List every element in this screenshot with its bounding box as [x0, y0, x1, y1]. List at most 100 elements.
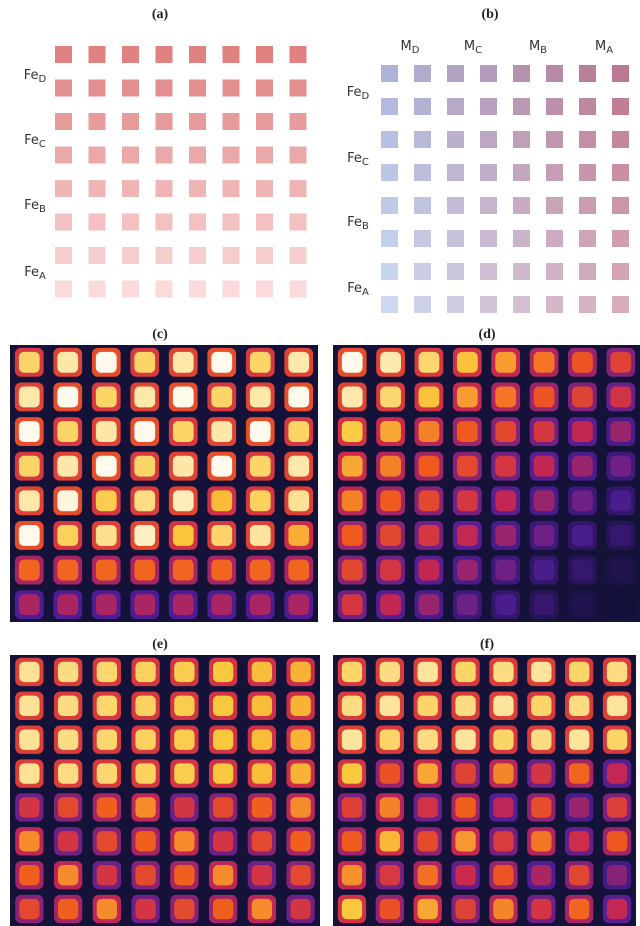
heatmap-spot — [342, 560, 363, 581]
row-label: FeB — [347, 215, 369, 233]
panel-label: (a) — [152, 7, 169, 22]
heatmap-spot — [380, 899, 400, 919]
heatmap-spot — [569, 730, 589, 750]
heatmap-spot — [290, 662, 310, 682]
cell — [414, 131, 431, 148]
cell — [381, 230, 398, 247]
cell — [290, 113, 307, 130]
cell — [156, 147, 173, 164]
heatmap-spot — [134, 560, 155, 581]
heatmap-spot — [288, 525, 309, 546]
heatmap-spot — [213, 899, 233, 919]
heatmap-spot — [213, 865, 233, 885]
heatmap-spot — [342, 865, 362, 885]
heatmap-spot — [531, 662, 551, 682]
cell — [189, 46, 206, 63]
cell — [256, 180, 273, 197]
cell — [122, 80, 139, 97]
heatmap-spot — [252, 865, 272, 885]
heatmap-spot — [342, 797, 362, 817]
heatmap-spot — [288, 352, 309, 373]
heatmap-spot — [19, 696, 39, 716]
cell — [55, 180, 72, 197]
heatmap-spot — [534, 456, 555, 477]
heatmap-spot — [211, 560, 232, 581]
heatmap-spot — [135, 865, 155, 885]
heatmap-spot — [418, 696, 438, 716]
heatmap-spot — [534, 525, 555, 546]
heatmap-spot — [531, 797, 551, 817]
cell — [546, 296, 563, 313]
heatmap-spot — [19, 525, 40, 546]
heatmap-spot — [418, 865, 438, 885]
cell — [480, 296, 497, 313]
heatmap-spot — [419, 456, 440, 477]
heatmap-spot — [380, 865, 400, 885]
cell — [223, 180, 240, 197]
heatmap-spot — [252, 730, 272, 750]
cell — [447, 65, 464, 82]
cell — [414, 65, 431, 82]
heatmap-spot — [96, 456, 117, 477]
heatmap-spot — [57, 421, 78, 442]
cell — [480, 98, 497, 115]
heatmap-spot — [380, 490, 401, 511]
label-sub: C — [39, 139, 46, 150]
cell — [612, 164, 629, 181]
label-sub: B — [362, 221, 369, 232]
heatmap-spot — [58, 730, 78, 750]
heatmap-spot — [380, 421, 401, 442]
heatmap-spot — [455, 831, 475, 851]
heatmap-spot — [174, 865, 194, 885]
heatmap-spot — [57, 352, 78, 373]
cell — [447, 230, 464, 247]
cell — [612, 263, 629, 280]
label-base: Fe — [24, 198, 39, 213]
heatmap-spot — [97, 899, 117, 919]
heatmap-spot — [250, 525, 271, 546]
cell — [89, 214, 106, 231]
cell — [513, 197, 530, 214]
heatmap-spot — [173, 490, 194, 511]
heatmap-spot — [534, 421, 555, 442]
heatmap-spot — [252, 797, 272, 817]
cell — [546, 230, 563, 247]
heatmap-spot — [607, 662, 627, 682]
label-sub: B — [540, 45, 547, 56]
heatmap-spot — [135, 763, 155, 783]
label-base: M — [401, 39, 412, 54]
heatmap-spot — [96, 560, 117, 581]
heatmap-spot — [96, 490, 117, 511]
heatmap-spot — [610, 560, 631, 581]
heatmap-spot — [213, 662, 233, 682]
panel-label: (d) — [478, 327, 495, 342]
heatmap-spot — [173, 421, 194, 442]
heatmap-spot — [342, 730, 362, 750]
cell — [480, 230, 497, 247]
cell — [189, 147, 206, 164]
label-sub: D — [412, 45, 420, 56]
heatmap-spot — [342, 899, 362, 919]
heatmap-spot — [455, 865, 475, 885]
heatmap-spot — [252, 763, 272, 783]
cell — [381, 131, 398, 148]
heatmap-spot — [135, 662, 155, 682]
label-sub: C — [362, 157, 369, 168]
label-sub: A — [606, 45, 613, 56]
cell — [189, 247, 206, 264]
cell — [55, 281, 72, 298]
heatmap-spot — [174, 763, 194, 783]
cell — [579, 164, 596, 181]
cell — [480, 197, 497, 214]
cell — [513, 230, 530, 247]
heatmap-spot — [455, 763, 475, 783]
cell — [290, 281, 307, 298]
cell — [447, 164, 464, 181]
heatmap-spot — [135, 696, 155, 716]
heatmap-spot — [173, 560, 194, 581]
cell — [256, 46, 273, 63]
heatmap-spot — [380, 594, 401, 615]
heatmap-spot — [288, 387, 309, 408]
heatmap-spot — [288, 490, 309, 511]
cell — [414, 98, 431, 115]
